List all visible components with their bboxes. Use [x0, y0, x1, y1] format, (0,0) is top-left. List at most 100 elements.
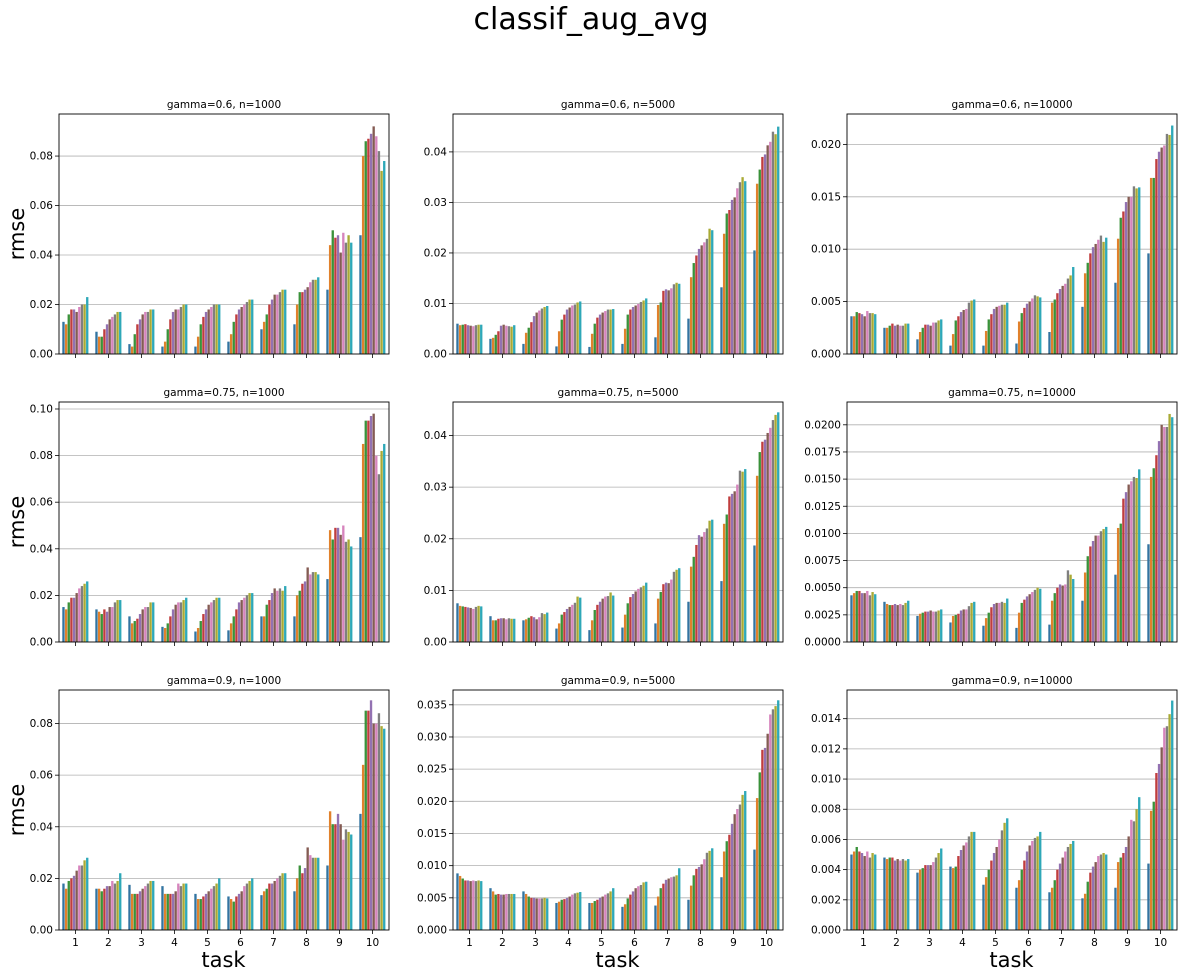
bar-task-5-s4 — [202, 896, 205, 930]
bar-task-8-s10 — [711, 519, 714, 642]
bar-task-4-s7 — [571, 604, 574, 642]
bar-task-4-s7 — [965, 609, 968, 642]
bar-task-4-s2 — [951, 615, 955, 642]
bar-task-2-s4 — [103, 329, 106, 354]
bar-task-2-s3 — [888, 857, 891, 930]
bar-task-4-s7 — [571, 305, 574, 354]
bar-task-10-s2 — [1149, 476, 1153, 642]
bar-task-2-s2 — [885, 859, 889, 930]
bar-task-8-s9 — [314, 279, 317, 354]
bar-task-9-s10 — [744, 469, 747, 642]
y-tick-label: 0.000 — [811, 349, 841, 361]
bar-task-4-s9 — [182, 304, 185, 354]
bar-task-2-s9 — [116, 311, 119, 354]
bar-task-1-s7 — [78, 306, 81, 354]
bar-task-3-s1 — [128, 616, 131, 642]
x-tick-label: 10 — [760, 937, 773, 949]
bar-task-3-s5 — [532, 617, 536, 642]
bar-task-4-s4 — [957, 856, 960, 930]
bar-task-6-s6 — [634, 305, 637, 354]
bar-task-5-s5 — [204, 893, 208, 930]
bar-task-3-s3 — [133, 621, 136, 642]
bar-task-1-s6 — [469, 607, 472, 642]
bar-task-4-s10 — [579, 301, 582, 354]
bar-task-5-s7 — [210, 602, 213, 642]
y-tick-label: 0.10 — [30, 403, 53, 415]
bar-task-6-s4 — [629, 309, 632, 354]
bar-task-2-s6 — [502, 618, 505, 642]
bar-task-7-s8 — [278, 588, 282, 642]
bar-task-8-s7 — [1097, 856, 1100, 930]
bar-task-7-s4 — [268, 304, 271, 354]
bar-task-10-s10 — [383, 728, 386, 930]
bar-task-10-s10 — [383, 443, 386, 642]
bar-task-5-s1 — [194, 346, 197, 354]
y-tick-label: 0.0175 — [804, 446, 841, 458]
bar-task-4-s3 — [560, 319, 563, 354]
bar-task-6-s5 — [631, 307, 635, 354]
bar-task-8-s1 — [293, 616, 296, 642]
y-tick-label: 0.015 — [417, 828, 447, 840]
bar-task-1-s4 — [70, 597, 73, 642]
bar-task-3-s6 — [535, 898, 538, 930]
bar-task-10-s1 — [753, 545, 756, 642]
bar-task-9-s9 — [1135, 188, 1138, 354]
bar-task-1-s2 — [852, 316, 856, 354]
bar-task-2-s6 — [108, 886, 111, 930]
x-tick-label: 9 — [1124, 937, 1131, 949]
bar-task-3-s2 — [524, 332, 528, 354]
bar-task-9-s10 — [744, 791, 747, 930]
bar-task-3-s1 — [522, 620, 525, 642]
bar-task-7-s8 — [1066, 278, 1070, 354]
bar-task-5-s1 — [588, 902, 591, 930]
bar-task-1-s7 — [866, 311, 869, 354]
bar-task-1-s2 — [458, 875, 462, 930]
bar-task-6-s9 — [642, 300, 645, 354]
bar-task-5-s6 — [207, 891, 210, 930]
y-tick-label: 0.03 — [424, 197, 447, 209]
bar-task-6-s10 — [645, 582, 648, 642]
bar-task-8-s2 — [295, 878, 299, 930]
bar-task-8-s9 — [1102, 853, 1105, 930]
bar-task-4-s5 — [565, 608, 569, 642]
bar-task-2-s10 — [513, 893, 516, 930]
bar-task-9-s9 — [1135, 478, 1138, 642]
bar-task-8-s7 — [703, 859, 706, 930]
bar-task-4-s5 — [171, 609, 175, 642]
bar-task-10-s6 — [1160, 424, 1163, 642]
bar-task-9-s10 — [350, 242, 353, 354]
bar-task-6-s8 — [639, 587, 643, 642]
bar-task-10-s3 — [1152, 801, 1155, 930]
bar-task-7-s9 — [1069, 843, 1072, 930]
bar-task-10-s2 — [755, 798, 759, 930]
y-tick-label: 0.00 — [30, 637, 53, 649]
bar-task-1-s9 — [871, 313, 874, 354]
bar-task-8-s4 — [1089, 546, 1092, 642]
bar-task-1-s3 — [67, 880, 70, 930]
bar-task-1-s3 — [461, 324, 464, 354]
bar-task-4-s6 — [568, 896, 571, 930]
bar-task-4-s4 — [563, 899, 566, 930]
bar-task-3-s6 — [535, 312, 538, 354]
bar-task-10-s2 — [361, 156, 365, 354]
bar-task-2-s3 — [100, 614, 103, 642]
bar-task-7-s3 — [659, 888, 662, 930]
y-tick-label: 0.0100 — [804, 528, 841, 540]
subplot-title: gamma=0.6, n=1000 — [167, 99, 281, 111]
bar-task-7-s2 — [1050, 600, 1054, 642]
bar-task-10-s10 — [1171, 700, 1174, 930]
bar-task-4-s1 — [949, 345, 952, 354]
bar-task-3-s8 — [540, 613, 544, 642]
x-tick-label: 6 — [237, 937, 244, 949]
bar-task-8-s6 — [306, 287, 309, 354]
bar-task-10-s6 — [1160, 147, 1163, 354]
bar-task-5-s9 — [1003, 602, 1006, 642]
bar-task-6-s1 — [621, 906, 624, 930]
bar-task-2-s5 — [893, 860, 897, 930]
bar-task-1-s1 — [850, 595, 853, 642]
bar-task-8-s3 — [298, 590, 301, 642]
bar-task-5-s8 — [1000, 830, 1004, 930]
bar-task-9-s6 — [733, 814, 736, 930]
bar-task-4-s5 — [959, 312, 963, 354]
bar-task-4-s1 — [161, 346, 164, 354]
